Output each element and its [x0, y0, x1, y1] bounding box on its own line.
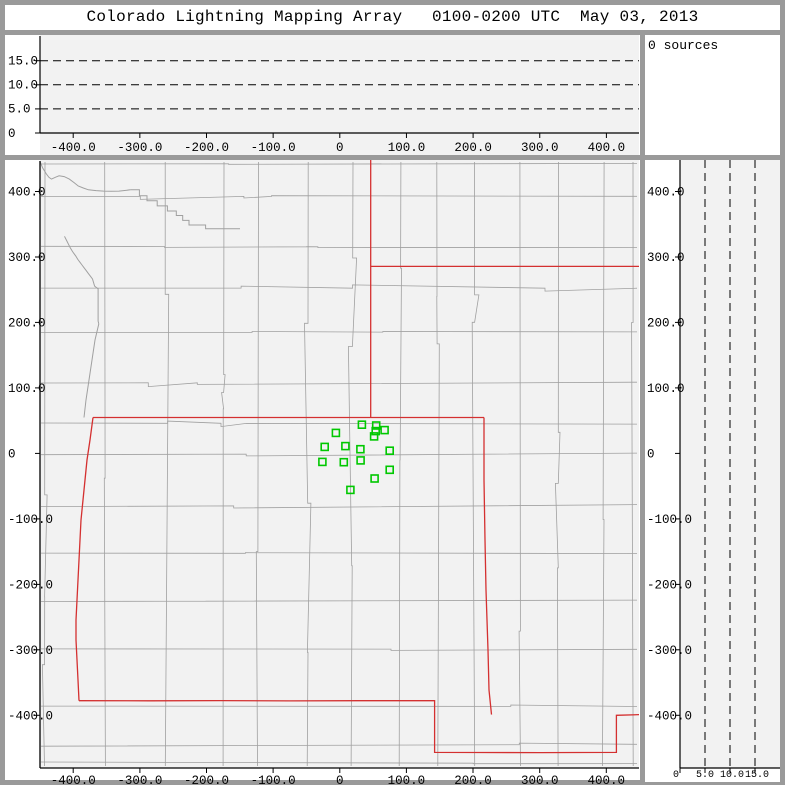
svg-text:400.0: 400.0 [588, 774, 626, 785]
svg-text:200.0: 200.0 [454, 774, 492, 785]
svg-text:100.0: 100.0 [388, 774, 426, 785]
svg-text:0: 0 [8, 447, 16, 461]
svg-text:-300.0: -300.0 [117, 774, 162, 785]
svg-text:-300.0: -300.0 [647, 644, 692, 658]
svg-text:0: 0 [647, 447, 655, 461]
svg-text:-300.0: -300.0 [8, 644, 53, 658]
svg-text:-200.0: -200.0 [8, 578, 53, 592]
svg-text:200.0: 200.0 [647, 316, 685, 330]
svg-text:10.0: 10.0 [8, 79, 38, 93]
svg-text:-100.0: -100.0 [8, 513, 53, 527]
svg-text:400.0: 400.0 [588, 141, 626, 155]
svg-text:-100.0: -100.0 [251, 774, 296, 785]
svg-text:-400.0: -400.0 [51, 141, 96, 155]
svg-text:-100.0: -100.0 [251, 141, 296, 155]
svg-text:100.0: 100.0 [388, 141, 426, 155]
svg-text:-400.0: -400.0 [51, 774, 96, 785]
svg-text:-400.0: -400.0 [647, 709, 692, 723]
svg-text:-100.0: -100.0 [647, 513, 692, 527]
svg-text:5.0: 5.0 [696, 770, 714, 781]
svg-text:-200.0: -200.0 [184, 141, 229, 155]
svg-text:0: 0 [673, 770, 679, 781]
svg-text:200.0: 200.0 [454, 141, 492, 155]
svg-text:100.0: 100.0 [647, 382, 685, 396]
svg-text:0: 0 [8, 127, 16, 141]
svg-text:400.0: 400.0 [647, 186, 685, 200]
svg-text:-200.0: -200.0 [647, 578, 692, 592]
svg-text:10.0: 10.0 [720, 770, 744, 781]
svg-text:-200.0: -200.0 [184, 774, 229, 785]
svg-text:15.0: 15.0 [745, 770, 769, 781]
svg-text:0: 0 [336, 141, 344, 155]
svg-text:5.0: 5.0 [8, 103, 31, 117]
svg-text:0: 0 [336, 774, 344, 785]
svg-text:-400.0: -400.0 [8, 709, 53, 723]
svg-text:-300.0: -300.0 [117, 141, 162, 155]
svg-text:300.0: 300.0 [521, 141, 559, 155]
svg-text:300.0: 300.0 [521, 774, 559, 785]
svg-text:300.0: 300.0 [647, 251, 685, 265]
svg-text:15.0: 15.0 [8, 55, 38, 69]
